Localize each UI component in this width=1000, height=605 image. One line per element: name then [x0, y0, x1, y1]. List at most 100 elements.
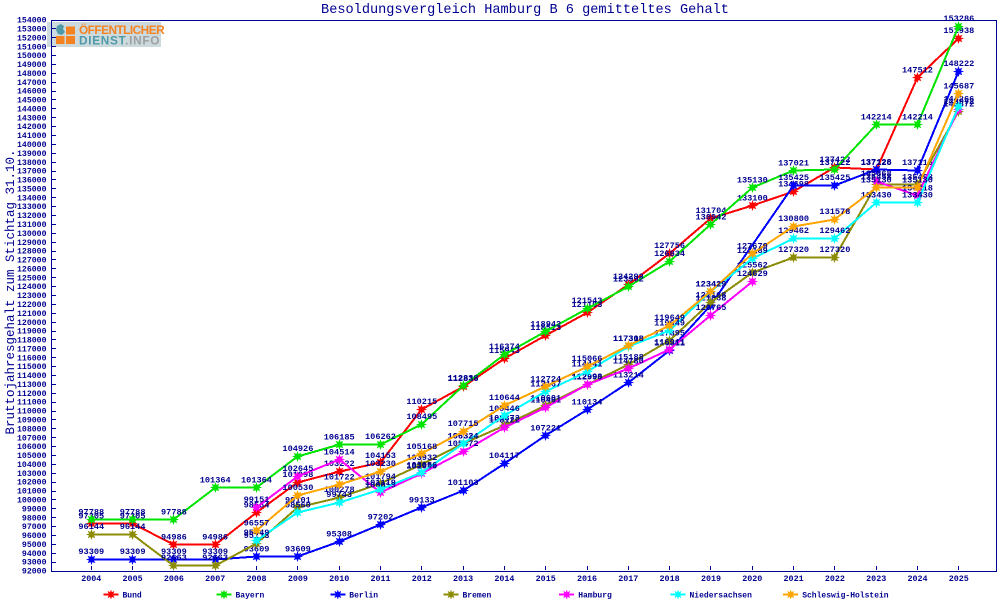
svg-text:127320: 127320: [778, 245, 809, 255]
svg-text:112990: 112990: [572, 372, 603, 382]
svg-text:123429: 123429: [696, 280, 727, 290]
svg-text:117318: 117318: [613, 334, 644, 344]
svg-text:2021: 2021: [784, 574, 804, 584]
svg-text:Bruttojahresgehalt zum Stichta: Bruttojahresgehalt zum Stichtag 31.10.: [4, 149, 18, 434]
svg-text:135458: 135458: [902, 173, 933, 183]
svg-text:146000: 146000: [17, 88, 47, 97]
svg-text:130942: 130942: [696, 213, 727, 223]
svg-text:104153: 104153: [365, 451, 396, 461]
svg-text:2016: 2016: [577, 574, 597, 584]
svg-text:100530: 100530: [282, 483, 313, 493]
svg-text:106185: 106185: [324, 433, 355, 443]
svg-text:95000: 95000: [22, 541, 47, 550]
svg-text:Besoldungsvergleich Hamburg B: Besoldungsvergleich Hamburg B 6 gemittel…: [321, 3, 729, 18]
svg-text:137021: 137021: [778, 159, 809, 169]
svg-text:144000: 144000: [17, 106, 47, 115]
svg-text:2025: 2025: [949, 574, 969, 584]
svg-text:133430: 133430: [902, 191, 933, 201]
svg-text:Berlin: Berlin: [349, 591, 378, 600]
svg-text:105168: 105168: [406, 442, 437, 452]
svg-text:2019: 2019: [701, 574, 721, 584]
svg-text:ÖFFENTLICHER: ÖFFENTLICHER: [79, 23, 165, 37]
svg-text:110401: 110401: [530, 395, 561, 405]
svg-text:130800: 130800: [778, 214, 809, 224]
svg-text:108000: 108000: [17, 425, 47, 434]
svg-text:144266: 144266: [943, 94, 974, 104]
svg-text:101364: 101364: [241, 476, 272, 486]
svg-text:143000: 143000: [17, 114, 47, 123]
svg-text:97000: 97000: [22, 523, 47, 532]
svg-text:2018: 2018: [660, 574, 680, 584]
svg-text:99743: 99743: [326, 490, 352, 500]
svg-text:93309: 93309: [120, 547, 146, 557]
svg-text:148222: 148222: [943, 59, 974, 69]
svg-text:127000: 127000: [17, 257, 47, 266]
svg-text:137128: 137128: [861, 158, 892, 168]
svg-text:110134: 110134: [572, 398, 603, 408]
svg-text:135425: 135425: [778, 173, 809, 183]
svg-text:110215: 110215: [406, 397, 437, 407]
svg-text:116000: 116000: [17, 354, 47, 363]
svg-text:122000: 122000: [17, 301, 47, 310]
svg-text:116911: 116911: [654, 337, 685, 347]
svg-text:126000: 126000: [17, 265, 47, 274]
svg-text:137000: 137000: [17, 168, 47, 177]
svg-text:125000: 125000: [17, 274, 47, 283]
svg-text:145000: 145000: [17, 97, 47, 106]
svg-text:Bremen: Bremen: [463, 591, 492, 600]
svg-text:2011: 2011: [370, 574, 390, 584]
svg-text:151000: 151000: [17, 43, 47, 52]
svg-text:Schleswig-Holstein: Schleswig-Holstein: [802, 591, 889, 600]
svg-text:119649: 119649: [654, 313, 685, 323]
svg-text:106324: 106324: [448, 432, 479, 442]
svg-text:131704: 131704: [696, 206, 727, 216]
svg-text:123419: 123419: [696, 280, 727, 290]
svg-text:92663: 92663: [202, 553, 228, 563]
svg-text:103056: 103056: [406, 461, 437, 471]
svg-text:Hamburg: Hamburg: [578, 591, 612, 600]
svg-text:98000: 98000: [22, 514, 47, 523]
svg-text:2004: 2004: [81, 574, 101, 584]
svg-text:124000: 124000: [17, 283, 47, 292]
svg-text:101722: 101722: [324, 472, 355, 482]
svg-text:2005: 2005: [123, 574, 143, 584]
svg-text:123992: 123992: [613, 275, 644, 285]
svg-text:96144: 96144: [120, 522, 146, 532]
svg-text:2010: 2010: [329, 574, 349, 584]
svg-text:127756: 127756: [654, 241, 685, 251]
svg-text:108495: 108495: [406, 412, 437, 422]
svg-text:99133: 99133: [409, 495, 435, 505]
svg-text:2015: 2015: [536, 574, 556, 584]
svg-text:2013: 2013: [453, 574, 473, 584]
svg-text:112816: 112816: [448, 374, 479, 384]
svg-text:129462: 129462: [819, 226, 850, 236]
svg-text:110601: 110601: [530, 394, 561, 404]
svg-text:118942: 118942: [530, 319, 561, 329]
svg-text:94986: 94986: [202, 532, 228, 542]
svg-text:104926: 104926: [282, 444, 313, 454]
svg-text:117308: 117308: [613, 334, 644, 344]
svg-text:121543: 121543: [572, 296, 603, 306]
svg-text:102950: 102950: [406, 462, 437, 472]
svg-text:93609: 93609: [244, 545, 270, 555]
svg-text:137122: 137122: [819, 158, 850, 168]
svg-text:112838: 112838: [448, 374, 479, 384]
svg-text:100278: 100278: [324, 485, 355, 495]
svg-text:97788: 97788: [78, 507, 104, 517]
svg-text:Bund: Bund: [123, 591, 142, 600]
svg-text:135130: 135130: [902, 176, 933, 186]
svg-text:138000: 138000: [17, 159, 47, 168]
svg-text:2023: 2023: [866, 574, 886, 584]
svg-text:117000: 117000: [17, 345, 47, 354]
svg-text:106000: 106000: [17, 443, 47, 452]
svg-text:153286: 153286: [943, 14, 974, 24]
svg-text:113214: 113214: [613, 370, 644, 380]
svg-text:96000: 96000: [22, 532, 47, 541]
svg-text:Bayern: Bayern: [236, 591, 265, 600]
svg-text:128000: 128000: [17, 248, 47, 257]
svg-text:142214: 142214: [902, 113, 933, 123]
svg-text:140000: 140000: [17, 141, 47, 150]
svg-text:122168: 122168: [696, 291, 727, 301]
svg-text:112998: 112998: [572, 372, 603, 382]
svg-text:154000: 154000: [17, 17, 47, 26]
